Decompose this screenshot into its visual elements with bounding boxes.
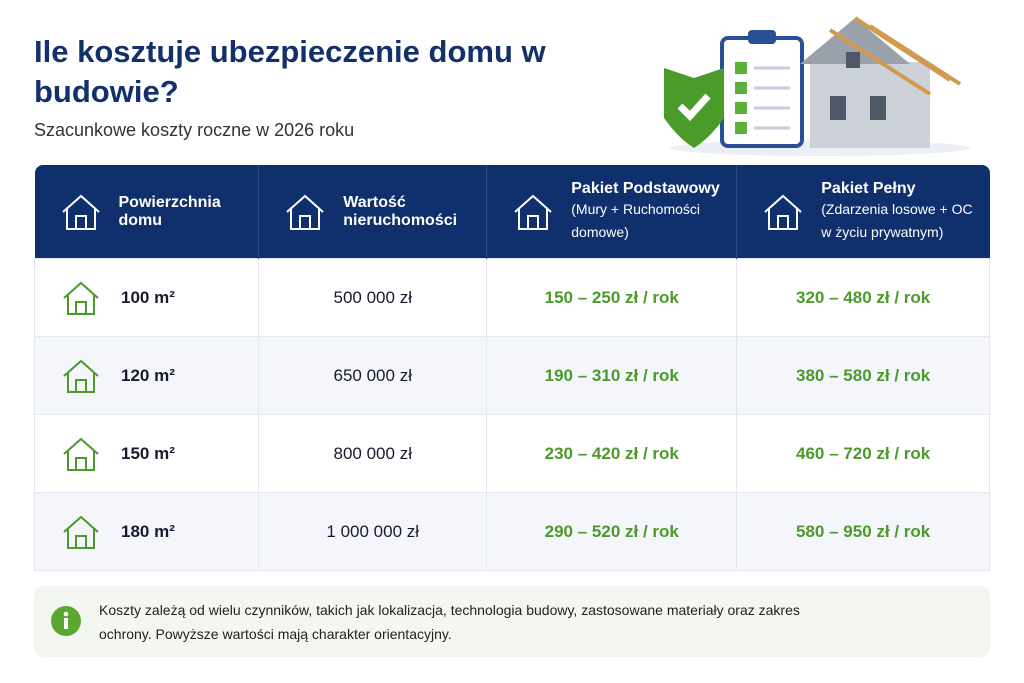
- title: Ile kosztuje ubezpieczenie domu w budowi…: [34, 34, 546, 109]
- table-cell: 150 – 250 zł / rok: [486, 258, 738, 337]
- header-subtitle: (Mury + Ruchomości domowe): [571, 200, 701, 240]
- table-cell: 150 m²: [33, 414, 260, 493]
- table-row: 180 m² 1 000 000 zł 290 – 520 zł / rok 580 …: [33, 492, 990, 571]
- header-icon: [764, 194, 802, 230]
- illustration: [664, 16, 970, 156]
- info-icon: [51, 606, 81, 636]
- cell-text: 500 000 zł: [333, 287, 412, 307]
- table-cell: 1 000 000 zł: [258, 492, 488, 571]
- area-cell: 150 m²: [35, 436, 258, 472]
- header-icon: [514, 194, 552, 230]
- cell-text: 230 – 420 zł / rok: [544, 443, 679, 463]
- column-header: Pakiet Pełny (Zdarzenia losowe + OC w życ…: [736, 165, 990, 259]
- table-cell: 380 – 580 zł / rok: [736, 336, 990, 415]
- table-cell: 320 – 480 zł / rok: [736, 258, 990, 337]
- note: Koszty zależą od wielu czynników, takich…: [34, 586, 990, 657]
- table-cell: 100 m²: [33, 258, 260, 337]
- cell-text: 460 – 720 zł / rok: [796, 443, 931, 463]
- cell-text: 650 000 zł: [333, 365, 412, 385]
- subtitle: Szacunkowe koszty roczne w 2026 roku: [34, 120, 355, 140]
- cell-text: 320 – 480 zł / rok: [796, 287, 931, 307]
- area-text: 150 m²: [121, 443, 175, 463]
- header-icon: [61, 194, 100, 230]
- table-cell: 230 – 420 zł / rok: [486, 414, 738, 493]
- table-cell: 580 – 950 zł / rok: [736, 492, 990, 571]
- row-house-icon: [63, 281, 99, 315]
- table-cell: 500 000 zł: [258, 258, 488, 337]
- cell-text: 1 000 000 zł: [326, 521, 420, 541]
- note-text: Koszty zależą od wielu czynników, takich…: [99, 601, 800, 642]
- table-row: 150 m² 800 000 zł 230 – 420 zł / rok 460 – …: [33, 414, 990, 493]
- table-cell: 120 m²: [33, 336, 260, 415]
- table-cell: 180 m²: [33, 492, 260, 571]
- table-cell: 800 000 zł: [258, 414, 488, 493]
- area-cell: 180 m²: [35, 514, 258, 550]
- column-header: Powierzchnia domu: [34, 165, 259, 259]
- header-text: Wartość nieruchomości: [343, 194, 473, 230]
- column-header: Wartość nieruchomości: [258, 165, 487, 259]
- area-cell: 100 m²: [35, 280, 258, 316]
- table-row: 100 m² 500 000 zł 150 – 250 zł / rok 320 – …: [33, 258, 990, 337]
- header-content: Pakiet Podstawowy (Mury + Ruchomości domo…: [487, 180, 736, 244]
- cell-text: 580 – 950 zł / rok: [796, 521, 931, 541]
- row-house-icon: [63, 515, 99, 549]
- row-house-icon: [63, 359, 99, 393]
- header-title: Pakiet Podstawowy: [571, 179, 720, 197]
- header-subtitle: (Zdarzenia losowe + OC w życiu prywatnym…: [821, 200, 973, 240]
- header-text: Pakiet Podstawowy (Mury + Ruchomości domo…: [571, 180, 736, 244]
- price-table: Powierzchnia domu Wartość nieruchomości Pa…: [33, 165, 990, 571]
- header-content: Pakiet Pełny (Zdarzenia losowe + OC w życ…: [737, 180, 989, 244]
- area-cell: 120 m²: [35, 358, 258, 394]
- row-house-icon: [63, 437, 99, 471]
- header-title: Wartość nieruchomości: [343, 193, 458, 229]
- area-text: 100 m²: [121, 287, 175, 307]
- cell-text: 290 – 520 zł / rok: [544, 521, 679, 541]
- area-text: 180 m²: [121, 521, 175, 541]
- table-row: 120 m² 650 000 zł 190 – 310 zł / rok 380 – …: [33, 336, 990, 415]
- table-cell: 460 – 720 zł / rok: [736, 414, 990, 493]
- area-text: 120 m²: [121, 365, 175, 385]
- column-header: Pakiet Podstawowy (Mury + Ruchomości domo…: [486, 165, 737, 259]
- header-text: Pakiet Pełny (Zdarzenia losowe + OC w życ…: [821, 180, 986, 244]
- table-cell: 650 000 zł: [258, 336, 488, 415]
- table-cell: 290 – 520 zł / rok: [486, 492, 738, 571]
- header-content: Wartość nieruchomości: [259, 192, 486, 232]
- cell-text: 800 000 zł: [333, 443, 412, 463]
- table-cell: 190 – 310 zł / rok: [486, 336, 738, 415]
- cell-text: 380 – 580 zł / rok: [796, 365, 931, 385]
- header-content: Powierzchnia domu: [35, 192, 259, 232]
- cell-text: 190 – 310 zł / rok: [544, 365, 679, 385]
- header-text: Powierzchnia domu: [119, 194, 249, 230]
- header-icon: [286, 194, 324, 230]
- header-title: Pakiet Pełny: [821, 179, 916, 197]
- header-title: Powierzchnia domu: [118, 193, 221, 229]
- cell-text: 150 – 250 zł / rok: [544, 287, 679, 307]
